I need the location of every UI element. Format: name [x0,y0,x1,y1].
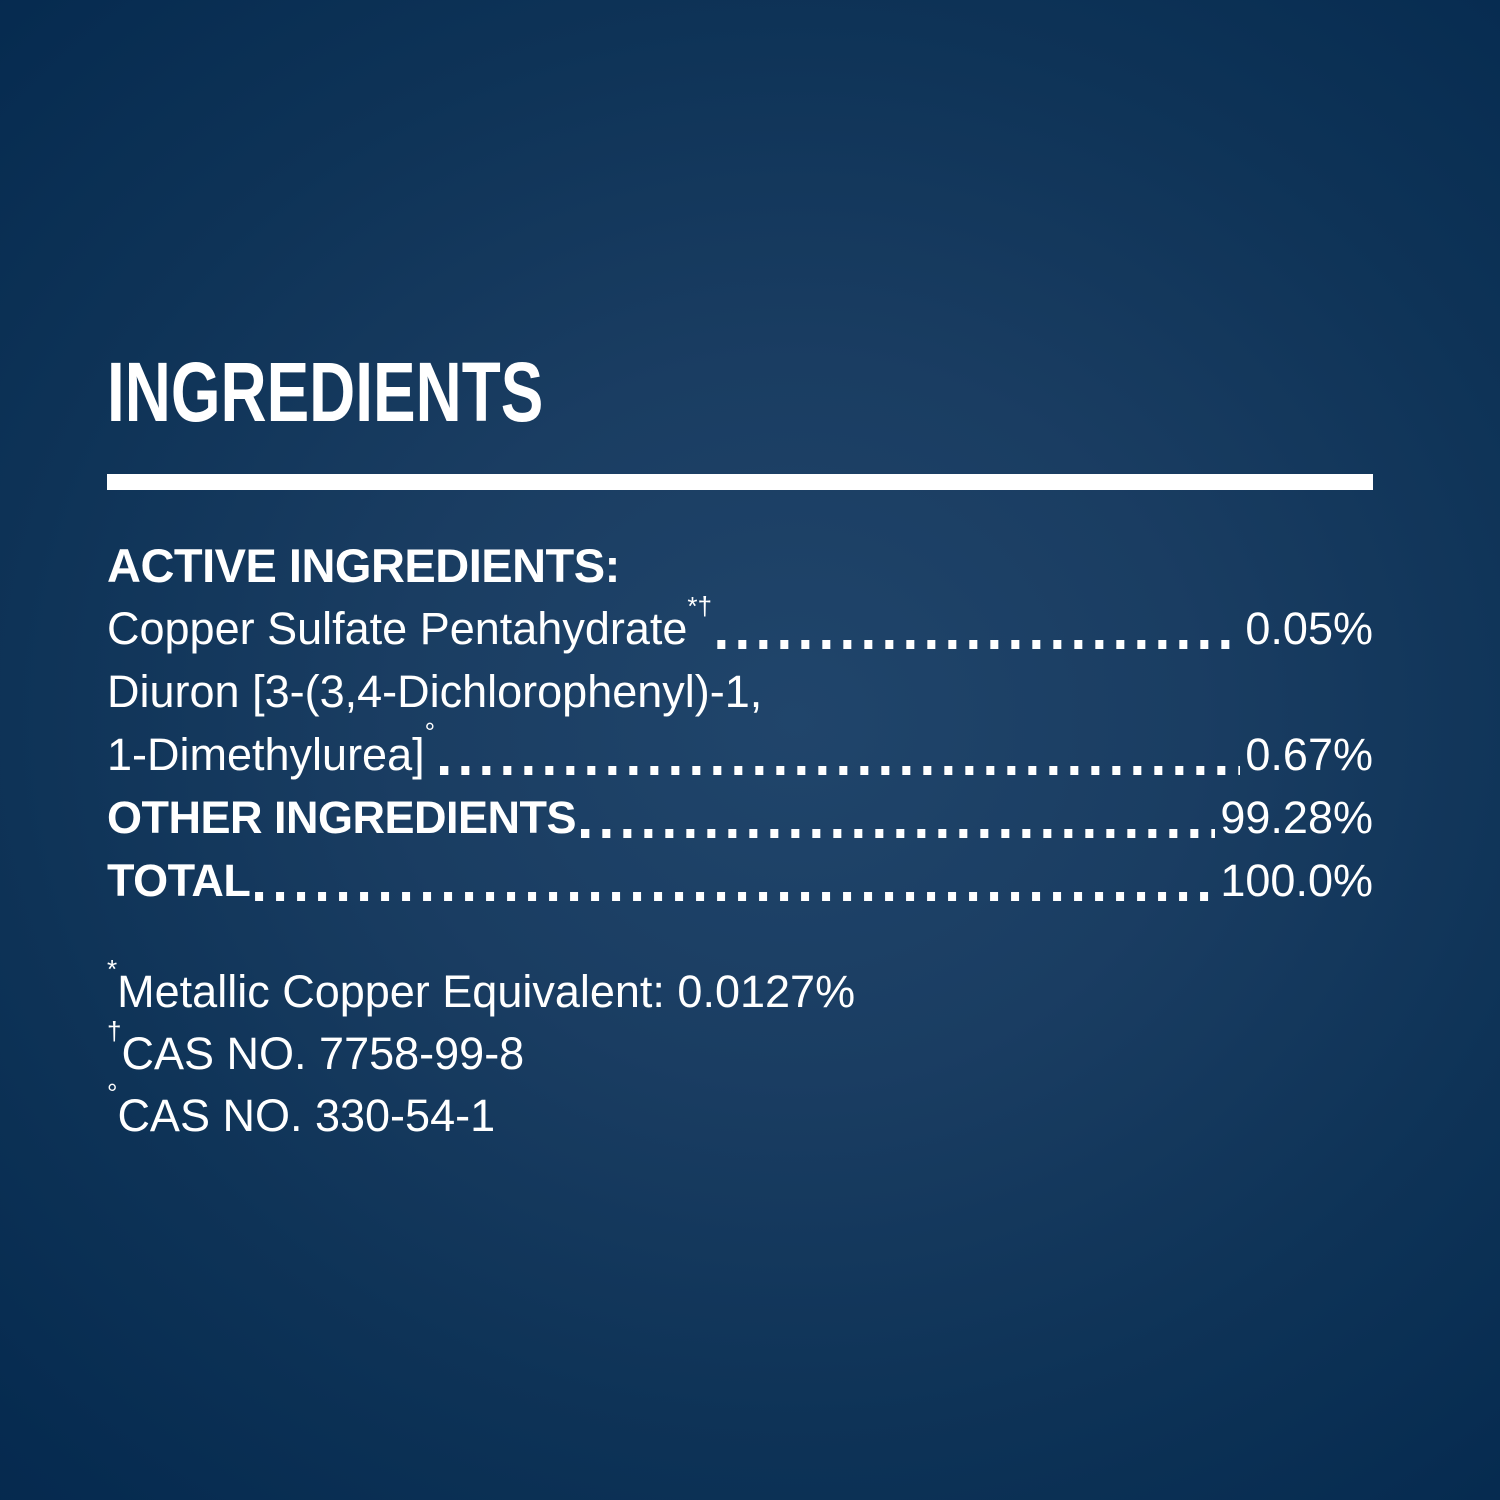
footnote-text: CAS NO. 7758-99-8 [121,1028,525,1079]
footnote-text: CAS NO. 330-54-1 [117,1090,496,1141]
other-ingredients-percent: 99.28% [1220,792,1373,843]
ingredient-percent: 0.67% [1245,729,1373,780]
ingredient-name: Diuron [3-(3,4-Dichlorophenyl)-1, [107,660,762,723]
footnote-cas-330: °CAS NO. 330-54-1 [107,1080,1373,1147]
page-title: INGREDIENTS [107,345,544,439]
other-ingredients-label: OTHER INGREDIENTS [107,792,577,843]
ingredient-name-text: Diuron [3-(3,4-Dichlorophenyl)-1, [107,666,763,717]
ingredient-row-copper-sulfate: Copper Sulfate Pentahydrate*† 0.05% [107,593,1373,660]
total-row: TOTAL 100.0% [107,849,1373,912]
footnote-cas-7758: †CAS NO. 7758-99-8 [107,1018,1373,1085]
ingredient-name: Copper Sulfate Pentahydrate*† [107,593,712,660]
asterisk-marker: * [107,953,118,984]
dotted-leader [440,766,1241,775]
ingredients-label-panel: INGREDIENTS ACTIVE INGREDIENTS: Copper S… [107,345,1373,1147]
total-label: TOTAL [107,855,251,906]
divider-rule [107,474,1373,490]
dagger-marker: † [107,1015,122,1046]
dotted-leader [255,892,1216,901]
footnote-text: Metallic Copper Equivalent: 0.0127% [117,966,856,1017]
ingredient-name-text: Copper Sulfate Pentahydrate [107,603,688,654]
footnote-marker-asterisk-dagger: *† [687,590,713,621]
degree-marker: ° [107,1077,118,1108]
active-ingredients-section: ACTIVE INGREDIENTS: Copper Sulfate Penta… [107,534,1373,912]
ingredient-name-text: 1-Dimethylurea] [107,729,425,780]
footnote-metallic-copper: *Metallic Copper Equivalent: 0.0127% [107,956,1373,1023]
other-ingredients-row: OTHER INGREDIENTS 99.28% [107,786,1373,849]
ingredient-name: 1-Dimethylurea]° [107,719,435,786]
dotted-leader [717,640,1241,649]
dotted-leader [581,829,1216,838]
ingredient-percent: 0.05% [1245,603,1373,654]
ingredient-row-diuron-line2: 1-Dimethylurea]° 0.67% [107,719,1373,786]
footnote-marker-degree: ° [424,716,436,747]
ingredient-row-diuron-line1: Diuron [3-(3,4-Dichlorophenyl)-1, [107,660,1373,723]
footnotes-section: *Metallic Copper Equivalent: 0.0127% †CA… [107,956,1373,1147]
total-percent: 100.0% [1220,855,1373,906]
active-ingredients-heading: ACTIVE INGREDIENTS: [107,539,620,592]
